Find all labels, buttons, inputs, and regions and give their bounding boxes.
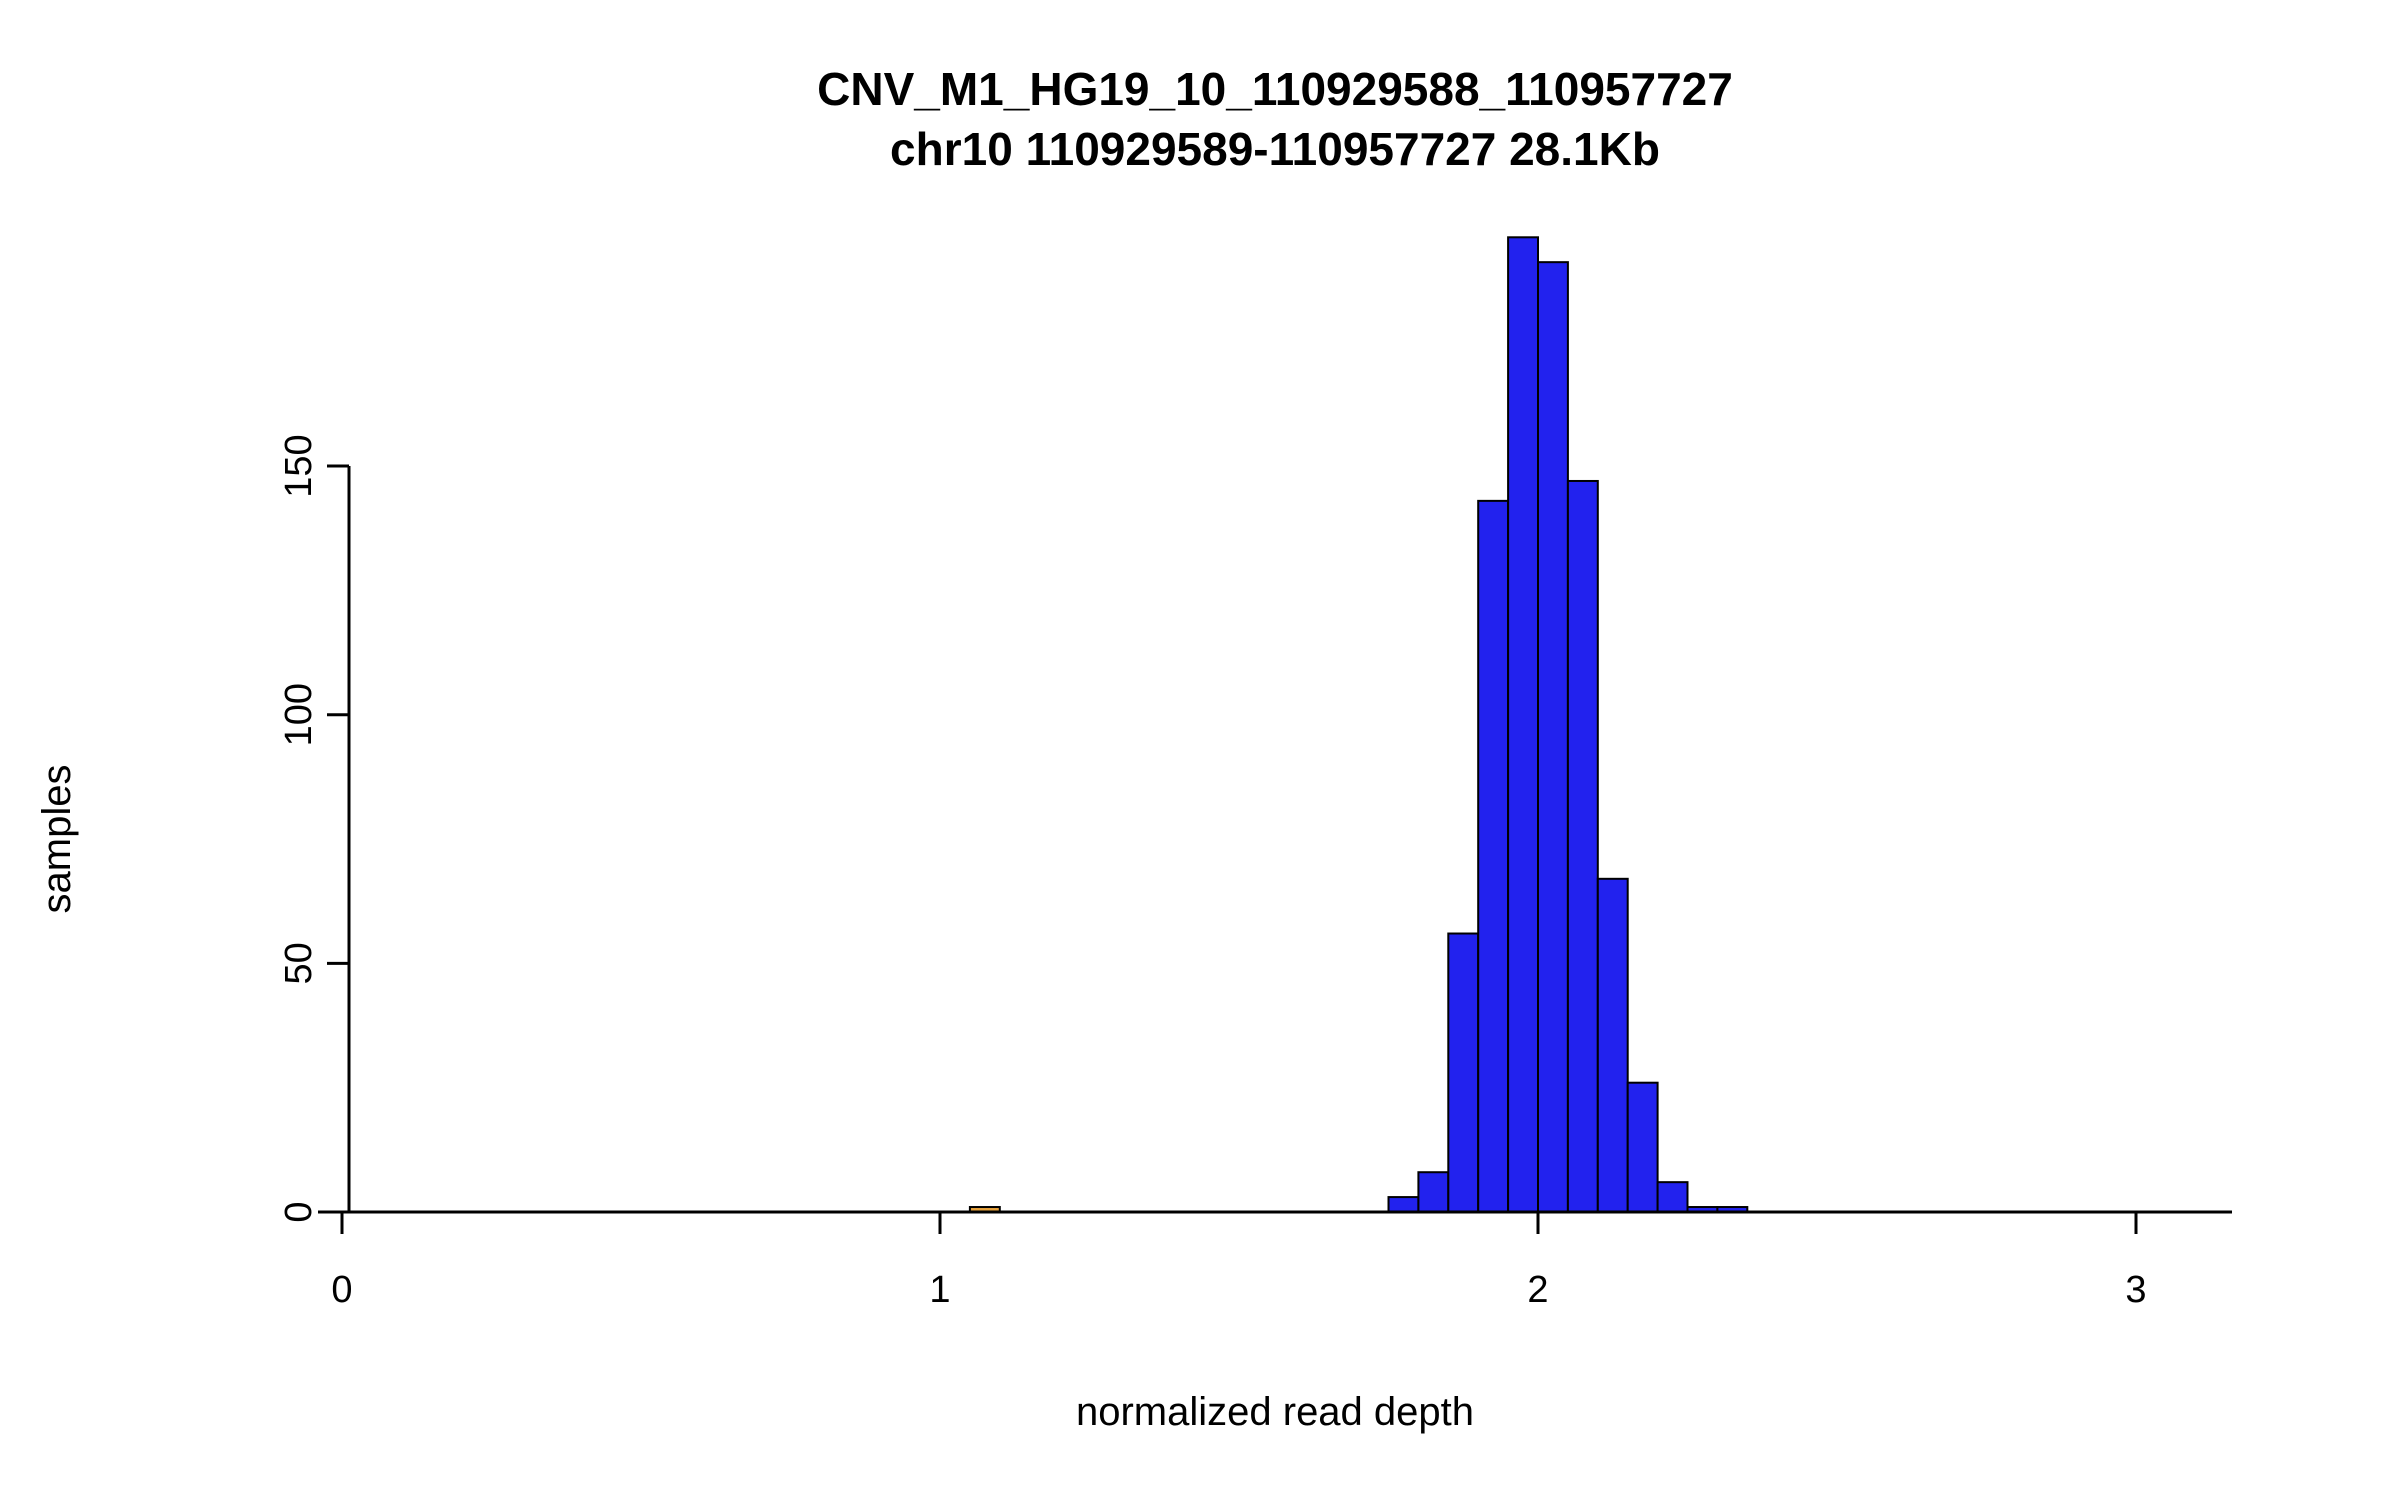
- histogram-bar: [1417, 1171, 1450, 1213]
- histogram-bar: [1656, 1181, 1689, 1213]
- chart-title: CNV_M1_HG19_10_110929588_110957727: [817, 63, 1733, 115]
- histogram-bar: [1477, 499, 1510, 1213]
- bars-group: [968, 236, 1749, 1214]
- chart-subtitle: chr10 110929589-110957727 28.1Kb: [890, 123, 1660, 175]
- histogram-bar: [1507, 236, 1539, 1214]
- y-tick-label: 0: [278, 1201, 320, 1222]
- y-axis-label: samples: [35, 765, 79, 914]
- x-tick-label: 3: [2125, 1269, 2146, 1311]
- histogram-bar: [1447, 932, 1480, 1214]
- y-tick-label: 150: [278, 434, 320, 497]
- y-tick-label: 50: [278, 942, 320, 984]
- axes-group: 0 1 2 3 0 50 100 150: [278, 434, 2232, 1311]
- x-tick-label: 1: [929, 1269, 950, 1311]
- histogram-bar: [1626, 1081, 1659, 1214]
- histogram-bar: [1596, 877, 1629, 1214]
- x-tick-label: 2: [1527, 1269, 1548, 1311]
- y-tick-label: 100: [278, 683, 320, 746]
- histogram-bar: [1387, 1196, 1420, 1214]
- histogram-bar: [1566, 479, 1599, 1213]
- histogram-bar: [1537, 261, 1569, 1214]
- x-axis-label: normalized read depth: [1076, 1390, 1474, 1434]
- x-tick-label: 0: [331, 1269, 352, 1311]
